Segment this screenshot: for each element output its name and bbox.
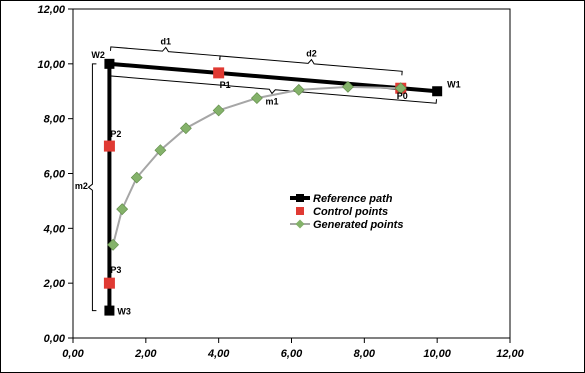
- control-point-marker: [103, 277, 115, 289]
- generated-point-marker: [394, 82, 407, 95]
- generated-point-marker: [342, 80, 354, 93]
- point-label-p3: P3: [110, 265, 121, 275]
- control-point-marker: [213, 67, 225, 79]
- y-tick-label: 10,00: [37, 59, 65, 71]
- y-tick-label: 2,00: [43, 278, 66, 290]
- distance-label-d2: d2: [306, 49, 317, 59]
- x-tick-label: 6,00: [281, 348, 303, 360]
- x-tick-label: 0,00: [62, 348, 84, 360]
- generated-point-marker: [130, 171, 143, 184]
- legend-label: Control points: [313, 206, 388, 218]
- x-tick-label: 2,00: [134, 348, 157, 360]
- reference-path-marker: [104, 305, 115, 316]
- distance-label-d1: d1: [161, 36, 172, 46]
- point-label-p0: P0: [397, 91, 408, 101]
- y-tick-label: 12,00: [37, 4, 65, 16]
- generated-point-marker: [179, 122, 192, 135]
- generated-point-marker: [116, 203, 129, 216]
- axes: 0,00 2,00 4,00 6,00 8,00 10,00 12,00 0,00 2,00 4,…: [37, 4, 524, 360]
- legend-swatch-marker: [295, 219, 305, 229]
- y-tick-label: 6,00: [44, 169, 66, 181]
- point-label-p1: P1: [220, 80, 231, 90]
- generated-points-line: [112, 85, 401, 246]
- x-tick-label: 8,00: [354, 348, 376, 360]
- point-label-w2: W2: [91, 50, 105, 60]
- distance-label-m1: m1: [265, 96, 278, 106]
- x-tick-label: 4,00: [207, 348, 230, 360]
- annotations: d1 d2 m1 m2: [75, 36, 437, 312]
- reference-path-marker: [104, 58, 115, 69]
- point-label-w1: W1: [447, 79, 461, 89]
- generated-point-marker: [292, 83, 305, 96]
- generated-point-marker: [250, 92, 263, 105]
- x-tick-label: 12,00: [496, 348, 524, 360]
- generated-point-marker: [212, 104, 225, 117]
- y-tick-label: 8,00: [44, 114, 66, 126]
- legend-swatch-marker: [296, 194, 304, 202]
- point-label-p2: P2: [110, 129, 121, 139]
- control-point-marker: [103, 140, 115, 152]
- brace-m2: [87, 63, 97, 312]
- point-labels: W1 W2 W3 P0 P1 P2 P3: [91, 50, 460, 317]
- y-tick-label: 0,00: [44, 333, 66, 345]
- legend-label: Generated points: [313, 219, 403, 231]
- series-layer: [103, 58, 443, 316]
- legend-swatch-marker: [296, 207, 304, 215]
- reference-path-marker: [432, 86, 443, 97]
- x-tick-label: 10,00: [423, 348, 451, 360]
- brace-d2: [219, 55, 403, 76]
- point-label-w3: W3: [117, 307, 130, 317]
- legend-label: Reference path: [313, 193, 393, 205]
- y-tick-label: 4,00: [43, 223, 66, 235]
- distance-label-m2: m2: [75, 181, 88, 191]
- generated-point-marker: [107, 238, 119, 251]
- generated-point-marker: [154, 144, 167, 157]
